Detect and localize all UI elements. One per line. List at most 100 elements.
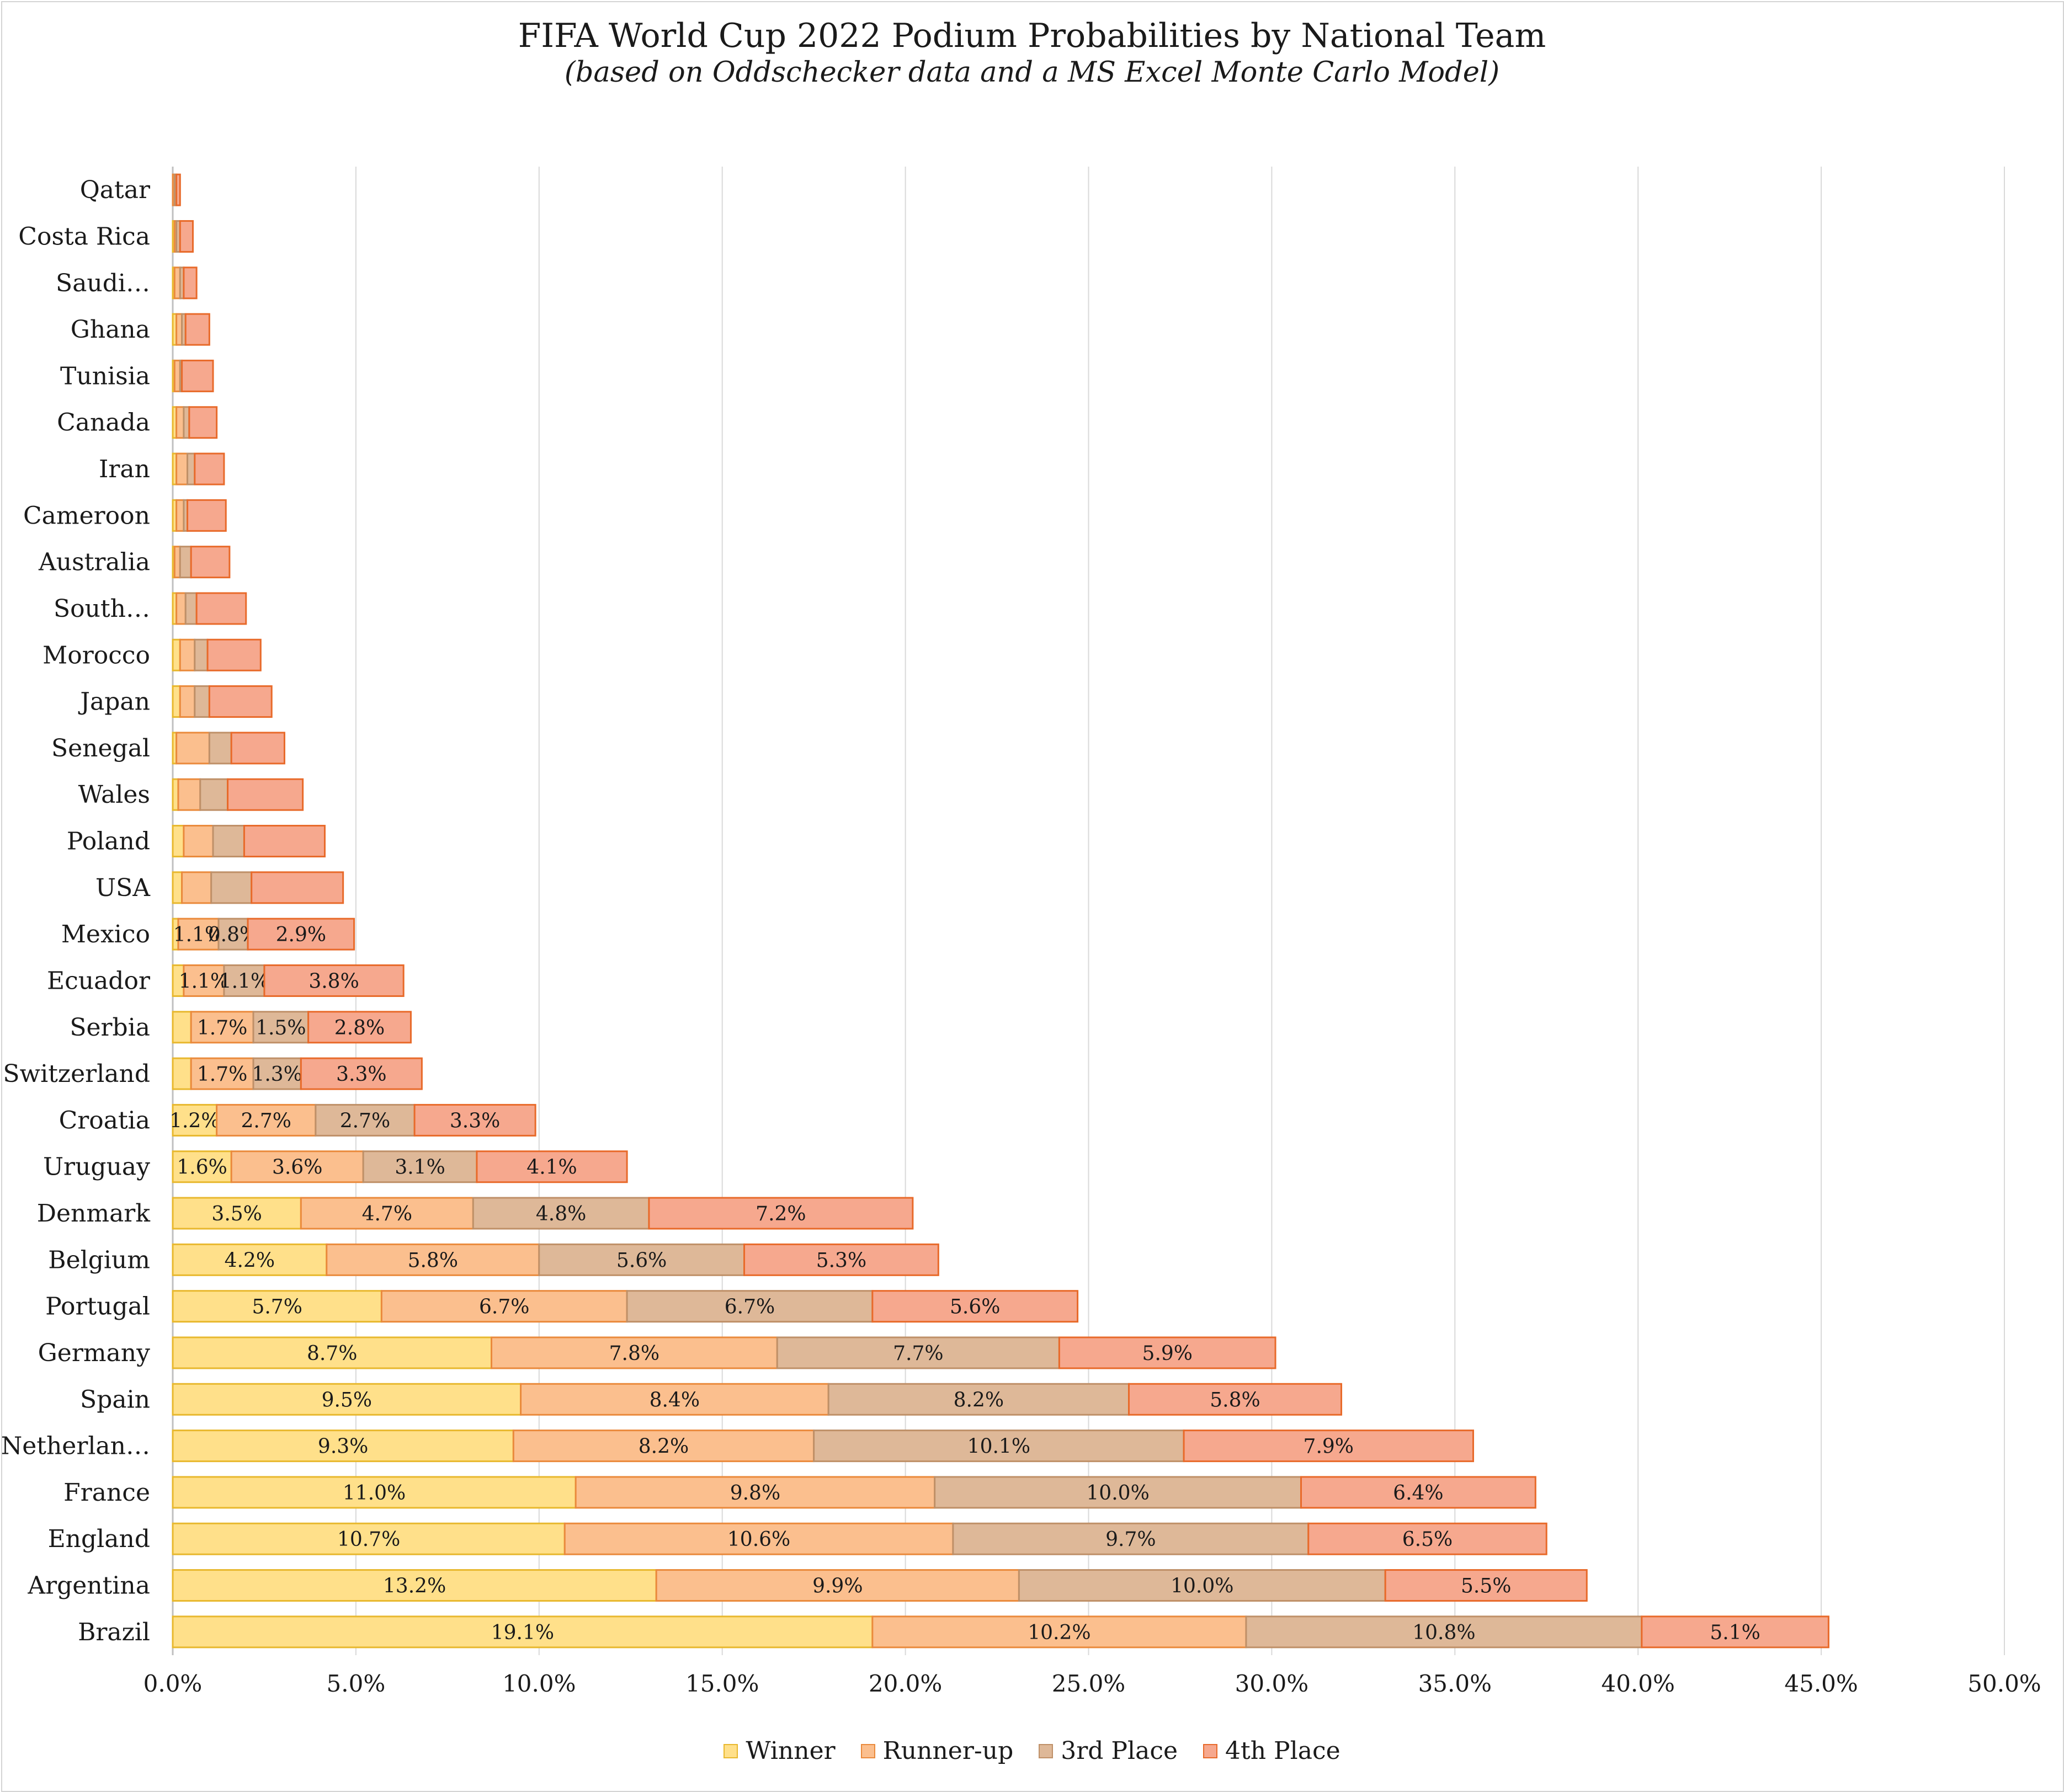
data-label: 2.8% — [334, 1017, 385, 1039]
data-label: 1.1% — [219, 970, 269, 993]
legend-swatch-4th-place — [1203, 1743, 1218, 1758]
data-label: 8.7% — [307, 1342, 357, 1365]
x-tick-label: 0.0% — [143, 1670, 203, 1697]
bar-segment — [1245, 1615, 1643, 1649]
category-label: Japan — [78, 688, 150, 716]
bar-segment — [188, 406, 218, 439]
data-label: 9.8% — [730, 1482, 780, 1505]
bar-segment — [230, 1150, 364, 1183]
legend-item-winner[interactable]: Winner — [724, 1737, 836, 1765]
legend-item-3rd-place[interactable]: 3rd Place — [1039, 1737, 1178, 1765]
bar-segment — [172, 1011, 192, 1044]
bar-segment — [179, 220, 194, 253]
data-label: 10.1% — [967, 1436, 1030, 1458]
data-label: 5.9% — [1142, 1342, 1192, 1365]
data-label: 5.1% — [1710, 1622, 1760, 1644]
legend: Winner Runner-up 3rd Place 4th Place — [0, 1737, 2064, 1765]
category-label: Germany — [38, 1339, 151, 1367]
bar-segment — [184, 313, 210, 346]
bar-segment — [181, 359, 214, 392]
category-label: USA — [95, 874, 151, 902]
data-label: 9.3% — [318, 1436, 368, 1458]
bar-segment — [626, 1290, 874, 1323]
bar-segment — [413, 1103, 536, 1137]
category-label: Brazil — [78, 1618, 150, 1646]
data-label: 13.2% — [383, 1575, 446, 1598]
category-label: Qatar — [80, 176, 151, 204]
bar-segment — [175, 499, 185, 532]
legend-swatch-winner — [724, 1743, 738, 1758]
bar-segment — [179, 638, 196, 671]
x-tick-label: 5.0% — [327, 1670, 386, 1697]
data-label: 5.8% — [1210, 1389, 1260, 1411]
data-label: 4.2% — [225, 1249, 275, 1272]
data-label: 5.8% — [408, 1249, 458, 1272]
bar-segment — [172, 1430, 514, 1463]
category-label: Argentina — [27, 1572, 150, 1600]
category-label: Mexico — [61, 920, 150, 948]
category-label: Saudi… — [56, 269, 150, 297]
category-label: Australia — [38, 548, 150, 577]
data-label: 10.7% — [337, 1528, 400, 1551]
bar-segment — [208, 732, 232, 765]
data-label: 1.7% — [197, 1017, 247, 1039]
data-label: 1.1% — [173, 924, 224, 946]
data-label: 6.7% — [479, 1296, 529, 1319]
category-label: Senegal — [51, 734, 150, 762]
x-tick-label: 40.0% — [1601, 1670, 1674, 1697]
data-label: 5.6% — [616, 1249, 667, 1272]
data-label: 9.7% — [1105, 1528, 1156, 1551]
category-label: Belgium — [48, 1246, 150, 1274]
bar-segment — [1384, 1569, 1588, 1602]
data-label: 11.0% — [343, 1482, 406, 1505]
category-label: Iran — [99, 455, 150, 483]
data-label: 3.5% — [211, 1203, 262, 1225]
bar-segment — [1641, 1615, 1829, 1649]
data-label: 2.9% — [276, 924, 326, 946]
bar-segment — [187, 499, 227, 532]
bar-segment — [190, 1057, 254, 1090]
bar-segment — [206, 638, 262, 671]
x-tick-label: 35.0% — [1418, 1670, 1492, 1697]
bar-segment — [194, 685, 210, 718]
category-label: Ecuador — [47, 967, 151, 995]
data-label: 10.8% — [1412, 1622, 1475, 1644]
bar-segment — [183, 825, 214, 858]
bar-segment — [251, 871, 344, 904]
legend-item-4th-place[interactable]: 4th Place — [1203, 1737, 1340, 1765]
bar-segment — [175, 173, 181, 206]
bar-segment — [175, 452, 189, 486]
data-label: 1.7% — [197, 1063, 247, 1086]
category-label: Wales — [78, 781, 150, 809]
category-label: Costa Rica — [18, 222, 150, 250]
category-label: Netherlan… — [1, 1432, 150, 1460]
bar-segment — [934, 1476, 1302, 1509]
bar-segment — [172, 871, 183, 904]
data-label: 9.5% — [322, 1389, 372, 1411]
legend-item-runner-up[interactable]: Runner-up — [860, 1737, 1013, 1765]
category-label: Switzerland — [3, 1060, 150, 1088]
data-label: 2.7% — [340, 1110, 390, 1132]
category-label: South… — [54, 595, 150, 623]
data-label: 1.6% — [177, 1156, 227, 1179]
bar-segment — [179, 685, 196, 718]
data-label: 1.3% — [252, 1063, 302, 1086]
bar-segment — [300, 1057, 423, 1090]
legend-swatch-3rd-place — [1039, 1743, 1054, 1758]
bar-segment — [648, 1197, 914, 1230]
data-label: 4.8% — [536, 1203, 586, 1225]
bar-segment — [194, 452, 225, 486]
data-label: 7.8% — [609, 1342, 659, 1365]
bar-segment — [184, 592, 198, 625]
bar-segment — [175, 732, 210, 765]
bar-segment — [172, 1476, 577, 1509]
bar-segment — [243, 825, 326, 858]
bar-segment — [187, 452, 196, 486]
data-label: 2.7% — [241, 1110, 291, 1132]
bar-segment — [172, 685, 181, 718]
data-label: 8.2% — [954, 1389, 1004, 1411]
category-label: Poland — [67, 828, 150, 856]
bar-segment — [380, 1290, 628, 1323]
bar-segment — [181, 871, 212, 904]
